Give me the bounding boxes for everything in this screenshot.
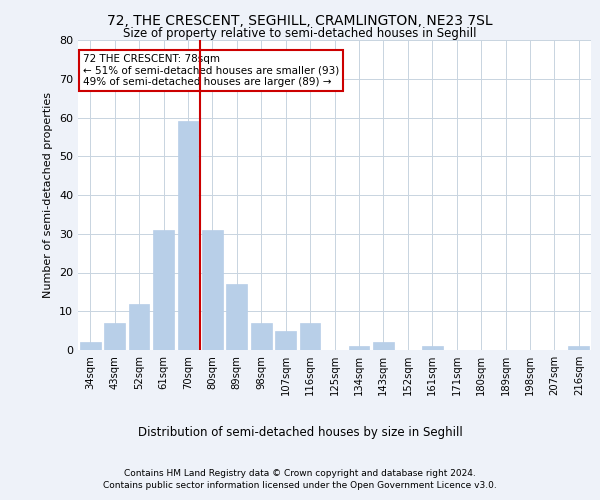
Bar	[568, 346, 589, 350]
Text: 72, THE CRESCENT, SEGHILL, CRAMLINGTON, NE23 7SL: 72, THE CRESCENT, SEGHILL, CRAMLINGTON, …	[107, 14, 493, 28]
Bar	[251, 323, 272, 350]
Bar	[178, 122, 199, 350]
Bar	[299, 323, 320, 350]
Bar	[153, 230, 174, 350]
Bar	[422, 346, 443, 350]
Text: Contains public sector information licensed under the Open Government Licence v3: Contains public sector information licen…	[103, 482, 497, 490]
Bar	[373, 342, 394, 350]
Text: Contains HM Land Registry data © Crown copyright and database right 2024.: Contains HM Land Registry data © Crown c…	[124, 470, 476, 478]
Bar	[104, 323, 125, 350]
Bar	[349, 346, 370, 350]
Bar	[80, 342, 101, 350]
Bar	[275, 330, 296, 350]
Bar	[226, 284, 247, 350]
Text: Size of property relative to semi-detached houses in Seghill: Size of property relative to semi-detach…	[123, 28, 477, 40]
Bar	[202, 230, 223, 350]
Text: 72 THE CRESCENT: 78sqm
← 51% of semi-detached houses are smaller (93)
49% of sem: 72 THE CRESCENT: 78sqm ← 51% of semi-det…	[83, 54, 340, 87]
Text: Distribution of semi-detached houses by size in Seghill: Distribution of semi-detached houses by …	[137, 426, 463, 439]
Bar	[128, 304, 149, 350]
Y-axis label: Number of semi-detached properties: Number of semi-detached properties	[43, 92, 53, 298]
